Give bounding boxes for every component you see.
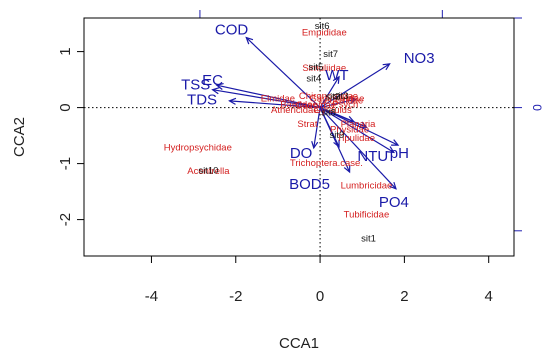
site-label: sit9 (330, 130, 345, 141)
env-label-bod5: BOD5 (289, 176, 330, 193)
arrow-head (348, 97, 358, 105)
species-label: Trichoptera.case. (290, 158, 363, 169)
species-label: Caenidae (296, 100, 337, 111)
env-arrow-ph (319, 107, 399, 146)
env-label-cod: COD (215, 21, 249, 38)
site-label: sit5 (308, 62, 323, 73)
species-label: Chironomidae (299, 91, 358, 102)
arrow-head (332, 75, 340, 84)
species-label: Physidae (330, 125, 369, 136)
species-label: Tipulidae (337, 133, 375, 144)
species-label: Acentrella (187, 166, 230, 177)
species-label: Planaria (341, 119, 377, 130)
x-tick-label: -4 (145, 288, 158, 305)
env-vectors (211, 36, 400, 190)
site-label: sit3 (334, 91, 349, 102)
arrow-head (389, 181, 397, 190)
env-arrow-v14 (319, 107, 367, 128)
env-arrow-tds (229, 100, 321, 109)
y-tick-label: 0 (57, 103, 74, 111)
species-scores: Empididae Hydropsychidae Acentrella Lumbric… (164, 28, 393, 221)
species-label: Psych (332, 99, 358, 110)
env-label-ec: EC (202, 72, 223, 89)
site-label: sit7 (323, 49, 338, 60)
y-tick-label: -1 (57, 157, 74, 170)
species-label: Hydropsychidae (164, 142, 232, 153)
env-arrow-ec (216, 84, 321, 109)
species-label: Elmidae (261, 94, 295, 105)
site-label: sit10 (198, 165, 218, 176)
env-arrow-cod (245, 37, 321, 109)
arrow-head (215, 82, 224, 90)
arrow-head (311, 141, 319, 150)
site-label: sit2 (325, 91, 340, 102)
env-label-tds: TDS (187, 91, 217, 108)
species-label: Leuctridae (319, 95, 363, 106)
x-tick-label: 2 (400, 288, 408, 305)
species-label: Gammaridae (309, 94, 364, 105)
env-label-ph: pH (390, 145, 409, 162)
env-label-wt: WT (325, 67, 348, 84)
x-tick-label: 0 (316, 288, 324, 305)
env-arrow-po4 (319, 107, 397, 190)
site-label: sit4 (306, 74, 321, 85)
arrow-head (211, 87, 220, 95)
env-label-do: DO (290, 145, 313, 162)
env-arrow-wt (319, 76, 340, 108)
arrow-head (245, 36, 254, 45)
arrow-head (382, 63, 391, 71)
y-axis: -2 -1 0 1 (57, 47, 84, 226)
env-arrow-no3 (319, 63, 390, 109)
arrow-head (386, 146, 396, 154)
arrow-head (391, 139, 400, 146)
y-tick-label: -2 (57, 213, 74, 226)
env-arrow-do (313, 107, 321, 149)
env-arrow-tss (212, 89, 321, 109)
x-axis: -4 -2 0 2 4 (145, 256, 493, 305)
env-label-tss: TSS (181, 77, 210, 94)
site-label: sit6 (315, 21, 330, 32)
arrow-head (228, 97, 237, 105)
x-axis-title: CCA1 (279, 335, 319, 352)
arrow-head (333, 139, 340, 149)
env-label-po4: PO4 (379, 194, 409, 211)
y-tick-label: 1 (57, 47, 74, 55)
species-label: Gyraulus (314, 105, 352, 116)
species-label: Athericidae (271, 105, 319, 116)
species-label: Lumbricidae (341, 181, 393, 192)
arrow-head (343, 164, 351, 174)
species-label: Simuliidae (302, 63, 346, 74)
env-arrow-ntu (319, 107, 395, 153)
env-label-ntu: NTU (357, 148, 388, 165)
species-label: Tubificidae (344, 210, 390, 221)
arrow-head (359, 121, 368, 129)
y-axis-title: CCA2 (11, 117, 28, 157)
species-label: Empididae (302, 28, 347, 39)
site-label: sit1 (361, 234, 376, 245)
env-label-no3: NO3 (404, 50, 435, 67)
species-label: Baetidae (280, 99, 318, 110)
species-label: Strat (297, 119, 317, 130)
right-axis-tick-label: 0 (530, 104, 544, 111)
x-tick-label: -2 (229, 288, 242, 305)
zero-reference-lines (84, 18, 514, 256)
env-arrow-v15 (319, 107, 340, 148)
site-label: sit8 (321, 108, 336, 119)
env-arrow-v12 (319, 98, 357, 109)
plot-frame (83, 17, 515, 257)
x-tick-label: 4 (485, 288, 493, 305)
